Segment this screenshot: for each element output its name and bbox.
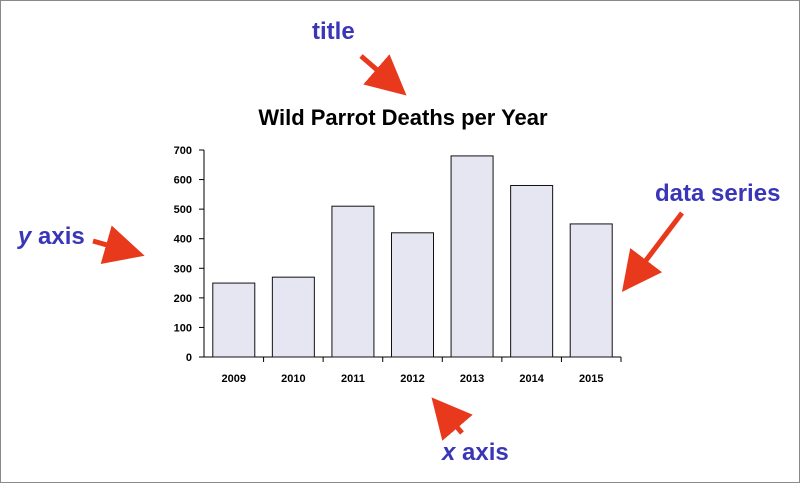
- x-axis-arrow-icon: [431, 397, 473, 441]
- title-annotation: title: [312, 20, 355, 44]
- bar: [212, 282, 256, 358]
- x-tick-label: 2014: [519, 373, 544, 385]
- y-axis-annotation: y axis: [18, 225, 85, 249]
- x-axis-annotation: x axis: [442, 441, 509, 465]
- x-tick-label: 2010: [281, 373, 305, 385]
- y-tick-label: 400: [174, 234, 192, 246]
- bar: [331, 205, 375, 358]
- y-axis-arrow-icon: [92, 225, 145, 264]
- title-annotation-label: title: [312, 18, 355, 45]
- data-series-annotation: data series: [655, 182, 780, 206]
- y-tick-label: 600: [174, 175, 192, 187]
- y-tick-label: 500: [174, 204, 192, 216]
- title-arrow-icon: [359, 54, 407, 96]
- x-tick-label: 2011: [341, 373, 365, 385]
- bar: [510, 184, 554, 358]
- data-series-annotation-label: data series: [655, 180, 781, 207]
- plot-area: 0 100 200 300 400 500 600 700 2009 2010 2011 2012 20…: [174, 145, 622, 385]
- y-axis-annotation-var: y: [18, 223, 32, 250]
- bar: [271, 276, 315, 358]
- y-tick-label: 100: [174, 322, 192, 334]
- x-tick-label: 2009: [222, 373, 246, 385]
- y-tick-label: 0: [186, 352, 192, 364]
- y-tick-label: 300: [174, 263, 192, 275]
- x-axis-annotation-var: x: [442, 439, 456, 466]
- x-tick-label: 2012: [400, 373, 424, 385]
- bar: [391, 232, 434, 358]
- bar: [569, 223, 613, 358]
- data-series-arrow-icon: [621, 211, 684, 292]
- y-tick-label: 200: [174, 293, 192, 305]
- x-tick-label: 2015: [579, 373, 603, 385]
- chart-title: Wild Parrot Deaths per Year: [258, 105, 548, 130]
- y-axis-annotation-word: axis: [38, 223, 85, 250]
- x-axis-annotation-word: axis: [462, 439, 509, 466]
- bar: [450, 155, 494, 358]
- x-tick-label: 2013: [460, 373, 484, 385]
- y-tick-label: 700: [174, 145, 192, 157]
